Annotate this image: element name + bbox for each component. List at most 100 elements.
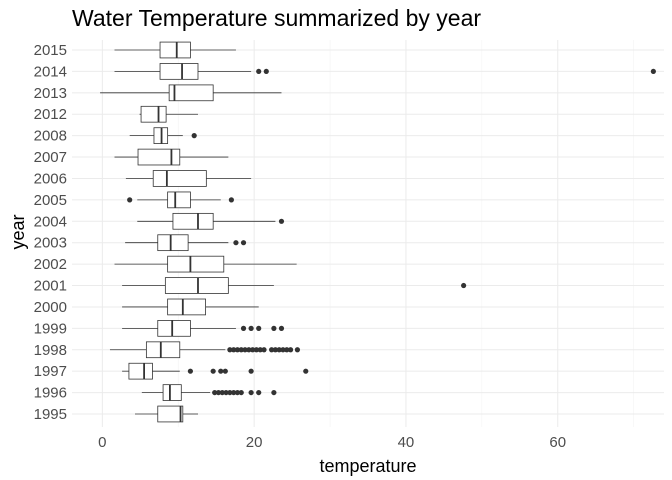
outlier-point xyxy=(256,325,262,331)
box-iqr xyxy=(167,191,191,209)
y-tick-label: 2001 xyxy=(34,278,67,295)
y-tick-label: 2000 xyxy=(34,299,67,316)
outlier-point xyxy=(280,347,286,353)
outlier-point xyxy=(284,347,290,353)
box-iqr xyxy=(157,405,184,423)
outlier-point xyxy=(278,218,285,224)
outlier-point xyxy=(261,347,267,353)
y-tick-labels: 1995 1996 1997 1998 1999 2000 2001 2002 2003 2004… xyxy=(34,42,67,423)
box-group xyxy=(114,63,656,80)
box-layer xyxy=(100,41,656,423)
box-group xyxy=(122,277,467,294)
box-iqr xyxy=(172,212,214,230)
outlier-point xyxy=(256,68,262,75)
outlier-point xyxy=(650,68,656,75)
x-axis-title: temperature xyxy=(319,456,416,476)
outlier-point xyxy=(238,389,244,396)
x-tick-label: 0 xyxy=(98,434,106,451)
y-tick-label: 2002 xyxy=(34,256,67,273)
outlier-point xyxy=(231,347,237,353)
outlier-point xyxy=(263,68,269,75)
box-group xyxy=(109,341,301,359)
box-iqr xyxy=(159,41,191,59)
y-tick-label: 1995 xyxy=(34,406,67,423)
outlier-point xyxy=(231,389,237,396)
box-iqr xyxy=(159,63,199,80)
box-group xyxy=(100,84,282,102)
box-group xyxy=(139,105,198,123)
outlier-point xyxy=(215,389,222,396)
outlier-point xyxy=(271,325,277,331)
outlier-point xyxy=(218,368,224,374)
outlier-point xyxy=(269,347,275,353)
outlier-point xyxy=(127,197,133,203)
outlier-point xyxy=(246,347,252,353)
outlier-point xyxy=(303,368,309,374)
box-iqr xyxy=(164,277,229,294)
y-tick-label: 2013 xyxy=(34,85,67,102)
y-tick-label: 2008 xyxy=(34,128,67,145)
outlier-point xyxy=(187,368,193,374)
y-tick-label: 2004 xyxy=(34,213,67,230)
box-iqr xyxy=(140,105,167,123)
outlier-point xyxy=(233,240,239,246)
grid-layer xyxy=(72,40,664,427)
x-tick-label: 40 xyxy=(398,434,415,451)
y-tick-label: 1996 xyxy=(34,385,67,402)
outlier-point xyxy=(276,347,282,353)
outlier-point xyxy=(242,347,248,353)
box-group xyxy=(122,320,285,337)
box-group xyxy=(141,384,277,401)
box-group xyxy=(129,127,197,144)
outlier-point xyxy=(253,347,260,353)
y-tick-label: 2006 xyxy=(34,170,67,187)
box-group xyxy=(114,41,236,59)
outlier-point xyxy=(287,347,294,353)
box-group xyxy=(114,255,297,273)
y-tick-label: 2015 xyxy=(34,42,67,59)
y-tick-label: 2005 xyxy=(34,192,67,209)
outlier-point xyxy=(238,347,244,353)
outlier-point xyxy=(248,325,254,331)
box-group xyxy=(122,298,259,316)
y-tick-label: 1999 xyxy=(34,320,67,337)
outlier-point xyxy=(219,389,225,396)
outlier-point xyxy=(271,389,277,396)
outlier-point xyxy=(248,368,254,374)
outlier-point xyxy=(234,389,241,396)
y-tick-label: 2003 xyxy=(34,235,67,252)
outlier-point xyxy=(212,389,218,396)
box-group xyxy=(137,212,285,230)
outlier-point xyxy=(240,325,247,331)
outlier-point xyxy=(294,347,301,353)
outlier-point xyxy=(223,389,229,396)
outlier-point xyxy=(272,347,279,353)
box-group xyxy=(125,170,252,187)
y-tick-label: 1998 xyxy=(34,342,67,359)
box-iqr xyxy=(168,84,214,102)
box-group xyxy=(127,191,234,209)
box-iqr xyxy=(145,341,181,359)
outlier-point xyxy=(227,389,233,396)
outlier-point xyxy=(210,368,216,374)
outlier-point xyxy=(257,347,263,353)
outlier-point xyxy=(228,197,234,203)
outlier-point xyxy=(234,347,241,353)
box-iqr xyxy=(157,234,189,252)
outlier-point xyxy=(461,282,467,289)
box-group xyxy=(114,148,229,166)
outlier-point xyxy=(248,389,254,396)
box-iqr xyxy=(167,255,225,273)
y-tick-label: 2014 xyxy=(34,63,67,80)
x-tick-label: 20 xyxy=(246,434,263,451)
outlier-point xyxy=(191,133,197,139)
box-group xyxy=(122,362,309,380)
box-iqr xyxy=(152,170,207,187)
outlier-point xyxy=(240,240,247,246)
box-iqr xyxy=(128,362,153,380)
outlier-point xyxy=(278,325,285,331)
box-group xyxy=(134,405,198,423)
y-tick-label: 1997 xyxy=(34,363,67,380)
